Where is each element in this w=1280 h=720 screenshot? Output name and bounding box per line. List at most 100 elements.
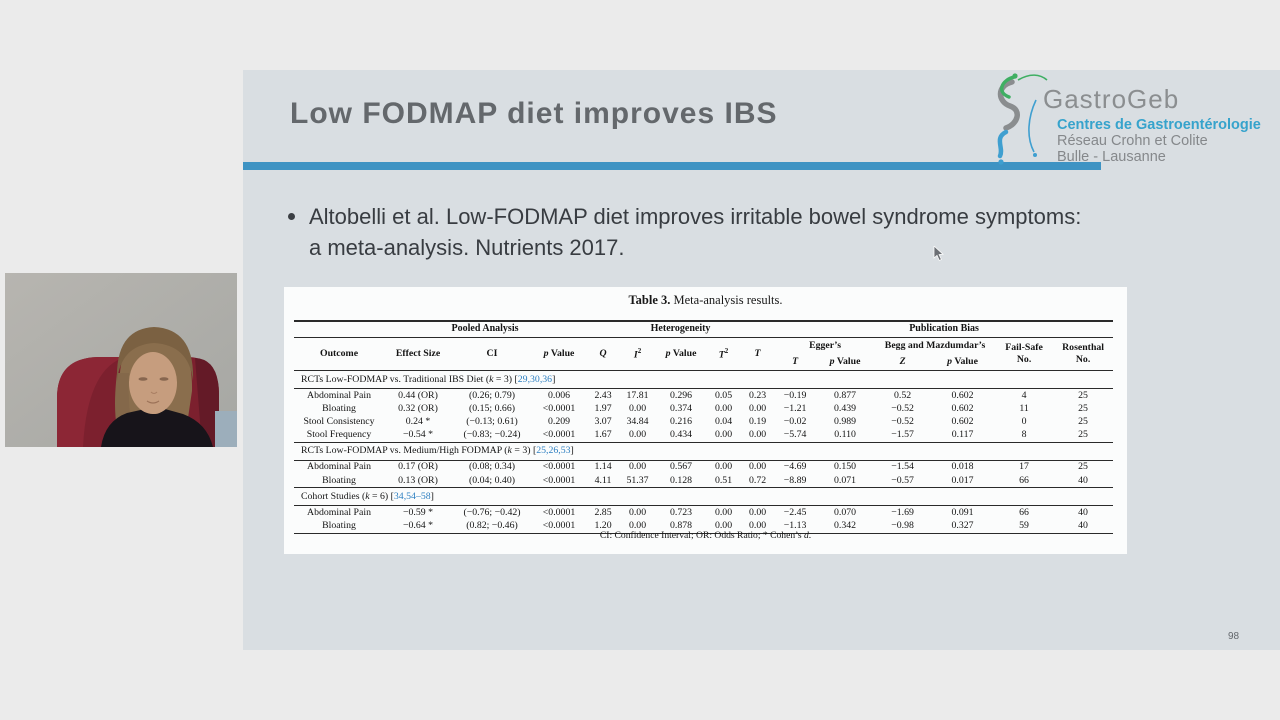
col-p-value-het: p Value (655, 337, 708, 371)
bullet-marker (288, 213, 295, 220)
table-cell: 0.00 (707, 428, 741, 443)
col-outcome: Outcome (294, 337, 384, 371)
table-cell: 0.00 (748, 461, 767, 473)
col-p-value-pooled: p Value (532, 337, 587, 371)
col-t2: T2 (707, 337, 741, 371)
table-cell: 51.37 (620, 473, 656, 489)
table-cell: −0.52 (891, 402, 914, 414)
table-caption-text: Meta-analysis results. (670, 293, 783, 307)
col-begg-z: Z (875, 354, 931, 371)
table-cell: −5.74 (775, 428, 816, 443)
table-cell: −2.45 (783, 506, 807, 518)
table-cell: 3.07 (594, 416, 612, 427)
table-cell: 59 (995, 519, 1054, 534)
table-cell: 0.04 (714, 416, 733, 427)
table-cell: 1.14 (594, 461, 612, 473)
table-cell: 0.374 (670, 402, 693, 414)
table-cell: Abdominal Pain (307, 506, 371, 518)
table-cell: −8.89 (775, 473, 816, 489)
table-footnote: CI: Confidence Interval; OR: Odds Ratio;… (599, 530, 812, 541)
presentation-slide: Low FODMAP diet improves IBS GastroGeb C… (243, 70, 1280, 650)
table-cell: 0.110 (815, 428, 876, 443)
table-cell: 0.989 (834, 416, 857, 427)
col-begg-p: p Value (930, 354, 996, 371)
col-effect-size: Effect Size (384, 337, 452, 371)
table-cell: 0.434 (655, 428, 708, 443)
table-cell: 0.018 (951, 461, 974, 473)
table-row: Bloating −0.64 * (0.82; −0.46) <0.0001 1.20 0… (294, 519, 1114, 534)
table-cell: <0.0001 (542, 506, 576, 518)
table-cell: 0.216 (670, 416, 693, 427)
logo-subtitle-1: Centres de Gastroentérologie (1057, 117, 1261, 133)
table-cell: 25 (1078, 402, 1088, 414)
table-cell: 0.19 (748, 416, 767, 427)
table-cell: 1.20 (586, 519, 621, 534)
table-cell: <0.0001 (542, 461, 576, 473)
person (101, 327, 213, 447)
webcam-frame-illustration (5, 273, 237, 447)
table-cell: 0.296 (670, 389, 693, 401)
table-cell: Stool Consistency (303, 416, 375, 427)
table-row: Abdominal Pain −0.59 * (−0.76; −0.42) <0.00… (294, 506, 1113, 520)
table-row: Bloating 0.32 (OR) (0.15; 0.66) <0.0001 1.97… (294, 402, 1113, 415)
group-pooled-analysis: Pooled Analysis (384, 320, 587, 338)
table-cell: 0.00 (714, 402, 733, 414)
table-cell: 0.150 (834, 461, 857, 473)
table-cell: 0.602 (951, 389, 974, 401)
table-cell: Bloating (322, 402, 356, 414)
table-cell: Bloating (294, 473, 384, 489)
table-cell: 40 (1053, 519, 1114, 534)
title-underline-bar (243, 162, 1101, 170)
table-cell: 0.00 (620, 428, 656, 443)
gastrogeb-logo: GastroGeb Centres de Gastroentérologie R… (978, 70, 1280, 166)
col-eggers-t: T (775, 354, 816, 371)
table-cell: 66 (995, 473, 1054, 489)
table-cell: 0.091 (951, 506, 974, 518)
group-heterogeneity: Heterogeneity (586, 320, 776, 338)
table-cell: 0.51 (707, 473, 741, 489)
table-cell: 17 (1019, 461, 1029, 473)
mouse-cursor (933, 246, 944, 262)
table-cell: 66 (1019, 506, 1029, 518)
table-subcolumn-header-row: T p Value Z p Value (294, 354, 1113, 371)
table-cell: −1.13 (775, 519, 816, 534)
table-cell: 1.67 (586, 428, 621, 443)
table-cell: 0.00 (707, 519, 741, 534)
citation-text: Altobelli et al. Low-FODMAP diet improve… (309, 204, 1082, 260)
table-cell: 40 (1053, 473, 1114, 489)
table-cell: 25 (1053, 428, 1114, 443)
table-cell: 0 (1021, 416, 1027, 427)
col-i2: I2 (620, 337, 656, 371)
table-cell: 0.52 (893, 389, 912, 401)
col-ci: CI (452, 337, 532, 371)
table-cell: 0.00 (620, 519, 656, 534)
slide-number: 98 (1228, 631, 1240, 642)
table-cell: <0.0001 (532, 428, 587, 443)
table-cell: 25 (1078, 389, 1088, 401)
table-cell: 4.11 (586, 473, 621, 489)
table-cell: −1.69 (891, 506, 914, 518)
gastrogeb-logo-icon (997, 73, 1048, 165)
meta-table-body: RCTs Low-FODMAP vs. Traditional IBS Diet… (294, 370, 1114, 534)
table-cell: −0.64 * (384, 519, 452, 534)
logo-subtitle-3: Bulle - Lausanne (1057, 149, 1166, 165)
table-row: Bloating 0.13 (OR) (0.04; 0.40) <0.0001 4.11… (294, 473, 1114, 489)
table-cell: 17.81 (626, 389, 649, 401)
table-cell: 8 (995, 428, 1054, 443)
table-cell: 0.342 (815, 519, 876, 534)
table-cell: (−0.13; 0.61) (466, 416, 518, 427)
table-cell: 0.24 * (405, 416, 431, 427)
table-cell: Abdominal Pain (307, 461, 371, 473)
table-cell: 0.00 (748, 402, 767, 414)
table-cell: 25 (1078, 461, 1088, 473)
table-cell: 1.97 (594, 402, 612, 414)
table-cell: 34.84 (626, 416, 649, 427)
table-cell: 0.72 (740, 473, 776, 489)
table-cell: Bloating (294, 519, 384, 534)
table-cell: −1.54 (891, 461, 914, 473)
table-cell: 0.00 (628, 506, 647, 518)
col-t: T (740, 337, 776, 371)
webcam-right-band (215, 411, 237, 447)
table-cell: 40 (1078, 506, 1088, 518)
table-cell: 4 (1021, 389, 1027, 401)
